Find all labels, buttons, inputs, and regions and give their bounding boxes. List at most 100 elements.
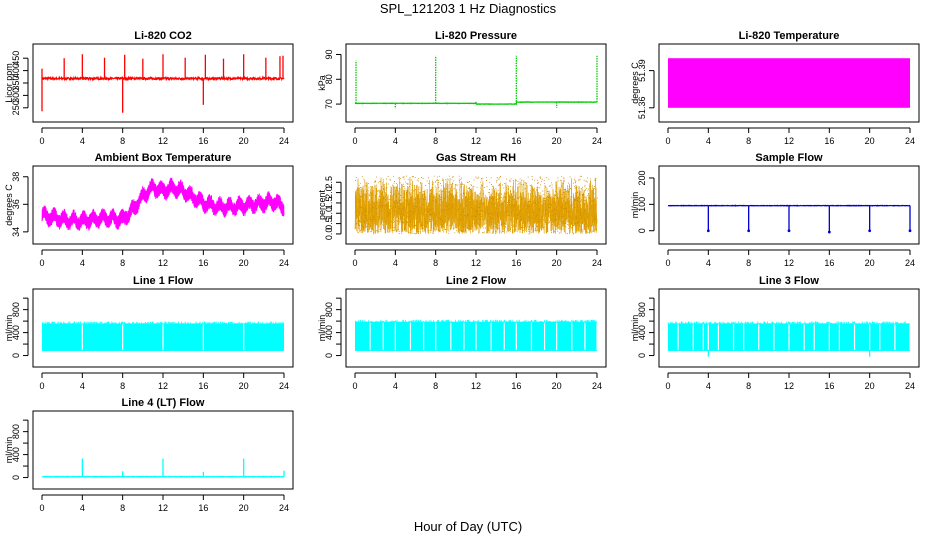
x-tick-label: 12	[784, 381, 794, 391]
series-point	[908, 229, 912, 233]
plot-area-sample_flow	[667, 204, 912, 234]
y-axis-label: ml/min	[630, 315, 640, 342]
x-tick-label: 16	[511, 136, 521, 146]
y-tick-label: 1.0	[324, 207, 334, 220]
x-axis: 0 4 8 12 16 20 24	[39, 249, 289, 268]
y-tick-label: 400	[11, 325, 21, 340]
x-tick-label: 4	[706, 136, 711, 146]
x-tick-label: 24	[279, 503, 289, 513]
y-tick-label: 38	[11, 172, 21, 182]
y-axis: 0 100 200	[637, 170, 655, 233]
panel-box_temp: Ambient Box Temperature degrees C 0 4 8 12 16 2…	[4, 152, 294, 268]
series-point	[706, 229, 710, 233]
x-tick-label: 8	[433, 258, 438, 268]
plot-area-rh	[354, 175, 598, 235]
y-tick-label: 350	[11, 75, 21, 90]
y-tick-label: 800	[637, 302, 647, 317]
panel-rh: Gas Stream RH percent 0 4 8 12 16 20 24 0.00.51.0…	[317, 152, 607, 268]
x-axis: 0 4 8 12 16 20 24	[39, 494, 289, 513]
figure-xlabel: Hour of Day (UTC)	[414, 519, 522, 534]
y-tick-label: 400	[11, 447, 21, 462]
y-tick-label: 100	[637, 197, 647, 212]
x-tick-label: 24	[592, 136, 602, 146]
x-tick-label: 16	[511, 258, 521, 268]
x-tick-label: 24	[592, 258, 602, 268]
x-tick-label: 20	[552, 136, 562, 146]
x-tick-label: 0	[352, 136, 357, 146]
series-point	[868, 229, 872, 233]
plot-area-line1	[41, 321, 285, 351]
x-tick-label: 24	[279, 258, 289, 268]
x-axis: 0 4 8 12 16 20 24	[665, 127, 915, 146]
y-axis-label: ml/min	[630, 192, 640, 219]
x-tick-label: 20	[239, 503, 249, 513]
y-axis: 34 36 38	[11, 172, 29, 237]
x-tick-label: 12	[471, 258, 481, 268]
plot-frame	[658, 43, 920, 123]
panel-title: Li-820 Temperature	[739, 30, 840, 42]
x-tick-label: 4	[393, 381, 398, 391]
y-tick-label: 800	[324, 302, 334, 317]
panel-pressure: Li-820 Pressure kPa 0 4 8 12 16 20 24 70 80 90	[317, 30, 607, 146]
x-axis: 0 4 8 12 16 20 24	[665, 249, 915, 268]
x-tick-label: 20	[552, 381, 562, 391]
y-axis-label: percent	[317, 189, 327, 220]
x-tick-label: 8	[746, 381, 751, 391]
plot-area-line2	[355, 319, 598, 351]
y-tick-label: 400	[637, 325, 647, 340]
x-tick-label: 16	[198, 136, 208, 146]
y-tick-label: 0	[11, 353, 21, 358]
x-tick-label: 0	[352, 381, 357, 391]
x-tick-label: 12	[784, 136, 794, 146]
plot-frame	[658, 165, 920, 245]
x-tick-label: 4	[393, 258, 398, 268]
x-axis: 0 4 8 12 16 20 24	[352, 249, 602, 268]
y-axis: 0 400 800	[11, 297, 29, 358]
x-tick-label: 8	[746, 258, 751, 268]
y-tick-label: 2.5	[324, 176, 334, 189]
x-tick-label: 24	[279, 381, 289, 391]
y-tick-label: 0.0	[324, 228, 334, 241]
panel-title: Line 2 Flow	[446, 275, 506, 287]
panel-title: Gas Stream RH	[436, 152, 516, 164]
series-points	[355, 175, 598, 235]
x-tick-label: 4	[706, 381, 711, 391]
x-tick-label: 8	[120, 503, 125, 513]
panel-title: Line 4 (LT) Flow	[122, 397, 205, 409]
x-tick-label: 24	[905, 381, 915, 391]
plot-frame	[32, 165, 294, 245]
y-tick-label: 51.39	[637, 59, 647, 82]
y-tick-label: 70	[324, 99, 334, 109]
y-tick-label: 250	[11, 100, 21, 115]
x-tick-label: 12	[158, 258, 168, 268]
y-tick-label: 36	[11, 199, 21, 209]
y-axis: 0 400 800	[11, 419, 29, 480]
y-axis-label: degrees C	[4, 184, 14, 226]
plot-frame	[345, 288, 607, 368]
y-tick-label: 2.0	[324, 186, 334, 199]
series-line	[41, 75, 285, 82]
panel-line3: Line 3 Flow ml/min 0 4 8 12 16 20 24 0 400 800	[630, 275, 920, 391]
series-jitter	[41, 321, 285, 324]
x-tick-label: 4	[706, 258, 711, 268]
x-tick-label: 20	[865, 258, 875, 268]
y-tick-label: 400	[11, 63, 21, 78]
y-tick-label: 200	[637, 170, 647, 185]
x-tick-label: 12	[158, 381, 168, 391]
y-tick-label: 80	[324, 74, 334, 84]
y-axis: 70 80 90	[324, 49, 342, 109]
x-tick-label: 4	[393, 136, 398, 146]
x-tick-label: 0	[39, 136, 44, 146]
y-axis: 0 400 800	[324, 297, 342, 358]
x-tick-label: 24	[592, 381, 602, 391]
x-tick-label: 24	[905, 136, 915, 146]
x-tick-label: 8	[433, 136, 438, 146]
x-tick-label: 20	[865, 136, 875, 146]
plot-area-pressure	[354, 55, 598, 109]
y-axis-label: ml/min	[317, 315, 327, 342]
x-tick-label: 0	[665, 381, 670, 391]
x-tick-label: 4	[80, 381, 85, 391]
x-tick-label: 4	[80, 503, 85, 513]
